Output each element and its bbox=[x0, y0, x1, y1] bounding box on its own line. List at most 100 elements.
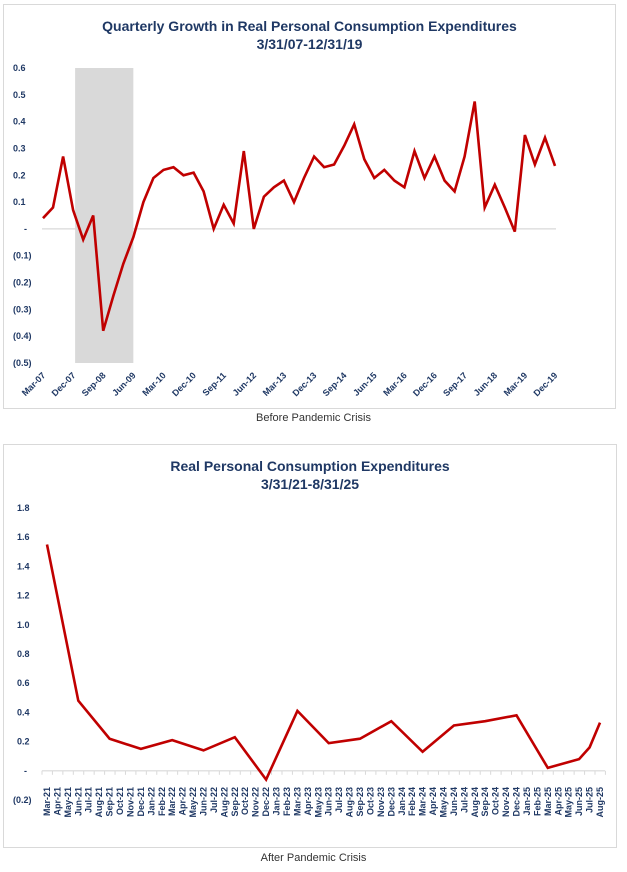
chart2-x-tick-label: Aug-24 bbox=[470, 787, 480, 818]
chart1-x-tick-label: Mar-10 bbox=[140, 370, 168, 398]
chart2-x-tick-label: Mar-22 bbox=[167, 787, 177, 816]
chart1-y-tick-label: 0.6 bbox=[13, 63, 26, 73]
chart1-y-tick-label: 0.5 bbox=[13, 90, 26, 100]
chart2-x-tick-label: Jul-25 bbox=[585, 787, 595, 813]
chart2-x-tick-label: Aug-23 bbox=[345, 787, 355, 818]
chart1-x-tick-label: Dec-16 bbox=[411, 370, 439, 398]
chart2-x-tick-label: Oct-21 bbox=[115, 787, 125, 815]
chart2-x-tick-label: Aug-22 bbox=[219, 787, 229, 818]
chart2-x-tick-label: Nov-24 bbox=[501, 787, 511, 817]
chart2-x-tick-label: Dec-22 bbox=[261, 787, 271, 817]
chart1-title: Quarterly Growth in Real Personal Consum… bbox=[102, 18, 517, 34]
chart1-series-line bbox=[42, 101, 557, 332]
chart2-x-tick-label: Nov-23 bbox=[376, 787, 386, 817]
chart2-x-tick-label: Apr-21 bbox=[52, 787, 62, 816]
chart1-x-tick-label: Mar-16 bbox=[381, 370, 409, 398]
chart2-x-tick-label: Feb-25 bbox=[532, 787, 542, 816]
chart2-x-tick-label: Sep-23 bbox=[355, 787, 365, 817]
chart2-x-tick-label: Sep-21 bbox=[105, 787, 115, 817]
chart1-x-tick-label: Sep-14 bbox=[321, 370, 349, 398]
chart1-y-tick-label: (0.3) bbox=[13, 304, 32, 314]
chart2-x-tick-label: May-25 bbox=[564, 787, 574, 818]
chart2-x-tick-label: Sep-22 bbox=[230, 787, 240, 817]
chart2-x-tick-label: Feb-24 bbox=[407, 787, 417, 816]
chart2-x-tick-label: Mar-24 bbox=[418, 787, 428, 816]
chart2-x-tick-label: Apr-23 bbox=[303, 787, 313, 816]
chart1-x-tick-label: Jun-12 bbox=[231, 370, 259, 398]
chart1-y-tick-label: 0.1 bbox=[13, 197, 26, 207]
chart2-x-tick-label: Apr-22 bbox=[178, 787, 188, 816]
chart1-y-tick-label: (0.5) bbox=[13, 358, 32, 368]
chart1-x-tick-label: Mar-07 bbox=[20, 370, 48, 398]
chart2-x-tick-label: Mar-25 bbox=[543, 787, 553, 816]
chart1-x-tick-label: Mar-19 bbox=[502, 370, 530, 398]
chart1-x-tick-label: Mar-13 bbox=[261, 370, 289, 398]
chart1-y-tick-label: 0.3 bbox=[13, 143, 26, 153]
chart2-caption: After Pandemic Crisis bbox=[260, 852, 367, 864]
chart1-y-tick-label: (0.1) bbox=[13, 251, 32, 261]
chart1-x-tick-label: Dec-07 bbox=[50, 370, 78, 398]
chart1-caption: Before Pandemic Crisis bbox=[256, 412, 371, 424]
chart2-x-tick-label: Mar-21 bbox=[42, 787, 52, 816]
chart2-x-tick-label: May-23 bbox=[313, 787, 323, 818]
chart1-subtitle: 3/31/07-12/31/19 bbox=[256, 36, 363, 52]
chart1-y-tick-label: - bbox=[24, 224, 27, 234]
chart-panel-after-pandemic: Real Personal Consumption Expenditures 3… bbox=[3, 444, 617, 848]
chart2-x-tick-label: Feb-23 bbox=[282, 787, 292, 816]
chart2-x-tick-label: May-24 bbox=[438, 787, 448, 818]
chart2-y-tick-label: 1.2 bbox=[17, 591, 30, 601]
chart2-x-tick-label: May-21 bbox=[63, 787, 73, 818]
chart1-x-tick-label: Dec-10 bbox=[170, 370, 198, 398]
chart2-x-tick-label: May-22 bbox=[188, 787, 198, 818]
chart2-x-tick-label: Jul-21 bbox=[84, 787, 94, 813]
chart2-x-tick-label: Jan-25 bbox=[522, 787, 532, 816]
chart2-x-tick-label: Apr-25 bbox=[553, 787, 563, 816]
chart1-x-tick-label: Sep-08 bbox=[80, 370, 108, 398]
chart2-x-tick-label: Aug-25 bbox=[595, 787, 605, 818]
chart1-x-tick-label: Sep-17 bbox=[441, 370, 469, 398]
chart2-x-tick-label: Jan-23 bbox=[272, 787, 282, 816]
chart2-x-tick-label: Jun-23 bbox=[324, 787, 334, 816]
chart1-x-tick-label: Dec-19 bbox=[531, 370, 559, 398]
chart2-y-tick-label: 1.8 bbox=[17, 503, 30, 513]
chart2-x-tick-label: Jan-24 bbox=[397, 787, 407, 816]
chart1-y-tick-label: 0.2 bbox=[13, 170, 26, 180]
chart2-x-tick-label: Oct-24 bbox=[491, 787, 501, 815]
chart2-x-tick-label: Jun-21 bbox=[73, 787, 83, 816]
chart2-title: Real Personal Consumption Expenditures bbox=[170, 458, 450, 474]
chart2-y-tick-label: 1.4 bbox=[17, 561, 30, 571]
chart2-x-tick-label: Mar-23 bbox=[292, 787, 302, 816]
chart1-x-tick-label: Sep-11 bbox=[201, 370, 229, 398]
chart2-x-tick-label: Dec-21 bbox=[136, 787, 146, 817]
chart2-x-tick-label: Aug-21 bbox=[94, 787, 104, 818]
chart2-x-tick-label: Jul-24 bbox=[459, 787, 469, 813]
chart1-x-tick-label: Jun-15 bbox=[351, 370, 379, 398]
chart2-x-tick-label: Jun-22 bbox=[199, 787, 209, 816]
chart2-x-tick-label: Jun-25 bbox=[574, 787, 584, 816]
chart1-y-tick-label: (0.4) bbox=[13, 331, 32, 341]
chart2-series-line bbox=[45, 544, 602, 783]
chart2-x-tick-label: Nov-22 bbox=[251, 787, 261, 817]
chart1-x-tick-label: Jun-09 bbox=[110, 370, 138, 398]
recession-shading bbox=[75, 68, 134, 363]
chart2-x-tick-label: Apr-24 bbox=[428, 787, 438, 816]
chart2-x-tick-label: Jul-22 bbox=[209, 787, 219, 813]
chart1-y-tick-label: 0.4 bbox=[13, 117, 26, 127]
chart2-x-tick-label: Jul-23 bbox=[334, 787, 344, 813]
chart2-subtitle: 3/31/21-8/31/25 bbox=[260, 476, 360, 492]
chart1-x-tick-label: Jun-18 bbox=[472, 370, 500, 398]
chart2-x-tick-label: Feb-22 bbox=[157, 787, 167, 816]
chart2-y-tick-label: 1.6 bbox=[17, 532, 30, 542]
chart2-x-tick-label: Jun-24 bbox=[449, 787, 459, 816]
chart2-y-tick-label: 1.0 bbox=[17, 620, 30, 630]
chart2-y-tick-label: 0.2 bbox=[17, 737, 30, 747]
chart2-x-tick-label: Sep-24 bbox=[480, 787, 490, 817]
chart2-y-tick-label: 0.4 bbox=[17, 707, 30, 717]
chart2-x-tick-label: Jan-22 bbox=[146, 787, 156, 816]
chart2-y-tick-label: 0.8 bbox=[17, 649, 30, 659]
chart2-y-tick-label: - bbox=[24, 766, 27, 776]
chart2-x-tick-label: Dec-24 bbox=[512, 787, 522, 817]
chart1-x-tick-label: Dec-13 bbox=[291, 370, 319, 398]
chart2-x-tick-label: Oct-23 bbox=[365, 787, 375, 815]
